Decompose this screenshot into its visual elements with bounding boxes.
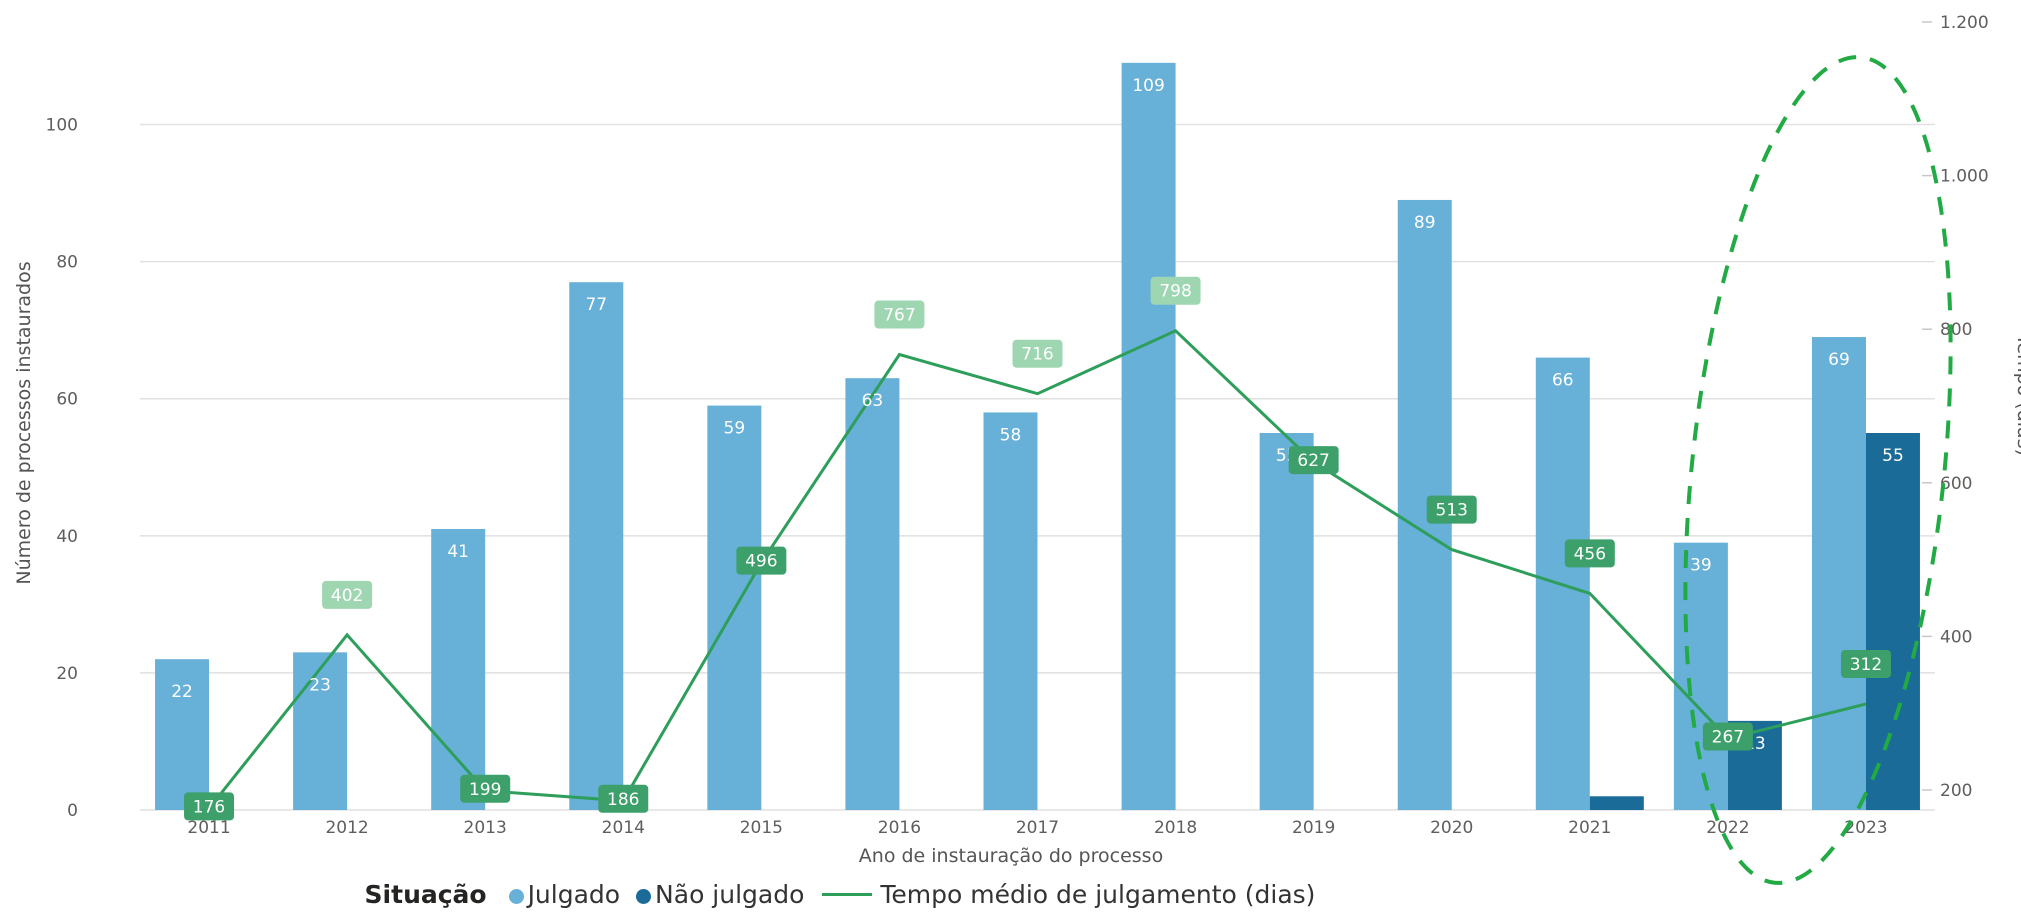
x-axis-title: Ano de instauração do processo bbox=[859, 845, 1163, 867]
line-label: 716 bbox=[1021, 345, 1053, 365]
x-tick-label: 2011 bbox=[187, 818, 230, 838]
x-tick-label: 2017 bbox=[1016, 818, 1059, 838]
line-label-box bbox=[460, 774, 511, 803]
line-label: 767 bbox=[883, 306, 915, 326]
line-label: 513 bbox=[1436, 501, 1468, 521]
line-label: 176 bbox=[193, 797, 225, 817]
x-tick-label: 2021 bbox=[1568, 818, 1611, 838]
y-tick-label: 60 bbox=[56, 390, 78, 410]
x-tick-label: 2016 bbox=[878, 818, 921, 838]
bar-julgado bbox=[1121, 62, 1176, 810]
x-tick-label: 2014 bbox=[602, 818, 645, 838]
y-axis-title: Número de processos instaurados bbox=[13, 261, 35, 584]
bar-label-julgado: 66 bbox=[1552, 371, 1574, 391]
line-label: 627 bbox=[1297, 451, 1329, 471]
y2-axis-title: Tempo (dias) bbox=[2013, 333, 2021, 456]
y2-tick-label: 1.200 bbox=[1940, 13, 1989, 33]
bar-julgado bbox=[845, 378, 900, 810]
line-label: 199 bbox=[469, 780, 501, 800]
bar-label-julgado: 59 bbox=[724, 419, 746, 439]
legend-label-line: Tempo médio de julgamento (dias) bbox=[880, 880, 1316, 909]
bar-label-julgado: 69 bbox=[1828, 350, 1850, 370]
x-tick-label: 2023 bbox=[1844, 818, 1887, 838]
highlight-ellipse bbox=[1683, 55, 1953, 885]
line-label-box bbox=[322, 580, 373, 609]
bar-julgado bbox=[155, 659, 210, 810]
bar-label-julgado: 39 bbox=[1690, 556, 1712, 576]
legend-swatch-julgado bbox=[508, 889, 524, 904]
data-labels: 22 23417759635810955896639691355176402199… bbox=[171, 76, 1904, 821]
axes: 0 20 40 60 80 100 200 400 600 800 1.000 1.200 2011 20… bbox=[46, 13, 1989, 838]
bar-julgado bbox=[431, 528, 486, 810]
bar-julgado bbox=[569, 282, 624, 810]
y2-tick-label: 800 bbox=[1940, 320, 1972, 340]
bar-julgado bbox=[1259, 433, 1314, 810]
x-tick-label: 2013 bbox=[464, 818, 507, 838]
legend-label-nao-julgado: Não julgado bbox=[655, 880, 805, 909]
y-tick-label: 20 bbox=[56, 664, 78, 684]
bar-julgado bbox=[293, 652, 348, 810]
line-label-box bbox=[1288, 446, 1339, 475]
line-label: 456 bbox=[1574, 544, 1606, 564]
line-label: 798 bbox=[1159, 282, 1191, 302]
y-tick-label: 100 bbox=[46, 116, 78, 136]
x-tick-label: 2018 bbox=[1154, 818, 1197, 838]
bar-julgado bbox=[1673, 542, 1728, 810]
x-tick-label: 2020 bbox=[1430, 818, 1473, 838]
y2-tick-label: 400 bbox=[1940, 627, 1972, 647]
line-label-box bbox=[1426, 495, 1477, 524]
bar-label-julgado: 58 bbox=[1000, 425, 1022, 445]
y2-tick-label: 600 bbox=[1940, 474, 1972, 494]
x-tick-label: 2019 bbox=[1292, 818, 1335, 838]
line-label-box bbox=[1012, 339, 1063, 368]
line-label: 496 bbox=[745, 552, 777, 572]
legend-label-julgado: Julgado bbox=[527, 880, 621, 909]
bar-nao-julgado bbox=[1865, 433, 1920, 810]
x-tick-label: 2015 bbox=[740, 818, 783, 838]
line-label-box bbox=[1564, 539, 1615, 568]
line-label: 312 bbox=[1850, 655, 1882, 675]
bar-label-nao-julgado: 55 bbox=[1882, 446, 1904, 466]
y-tick-label: 80 bbox=[56, 253, 78, 273]
line-label-box bbox=[598, 784, 649, 813]
legend-swatch-nao-julgado bbox=[636, 889, 652, 904]
x-tick-label: 2012 bbox=[325, 818, 368, 838]
bar-label-julgado: 41 bbox=[447, 542, 469, 562]
bar-label-julgado: 77 bbox=[585, 295, 607, 315]
bar-label-julgado: 89 bbox=[1414, 213, 1436, 233]
legend-swatch-line bbox=[822, 893, 873, 896]
line-label-box bbox=[184, 792, 235, 821]
legend: Situação Julgado Não julgado Tempo médio… bbox=[0, 880, 1680, 909]
bars bbox=[155, 62, 1920, 811]
line-label-box bbox=[874, 300, 925, 329]
line-label-box bbox=[1150, 276, 1201, 305]
y2-tick-label: 1.000 bbox=[1940, 167, 1989, 187]
line-label-box bbox=[736, 546, 787, 575]
line-label: 267 bbox=[1712, 728, 1744, 748]
line-label: 186 bbox=[607, 790, 639, 810]
line-label-box bbox=[1840, 649, 1891, 678]
bar-label-julgado: 23 bbox=[309, 675, 331, 695]
line-label-box bbox=[1702, 722, 1753, 751]
bar-label-julgado: 22 bbox=[171, 682, 193, 702]
bar-julgado bbox=[983, 412, 1038, 810]
x-tick-label: 2022 bbox=[1706, 818, 1749, 838]
y-tick-label: 40 bbox=[56, 527, 78, 547]
y2-tick-label: 200 bbox=[1940, 781, 1972, 801]
bar-julgado bbox=[1811, 337, 1866, 810]
bar-label-julgado: 63 bbox=[862, 391, 884, 411]
bar-nao-julgado bbox=[1589, 796, 1644, 810]
line-label: 402 bbox=[331, 586, 363, 606]
legend-title: Situação bbox=[364, 880, 487, 909]
bar-label-julgado: 109 bbox=[1132, 76, 1164, 96]
y-tick-label: 0 bbox=[67, 801, 78, 821]
